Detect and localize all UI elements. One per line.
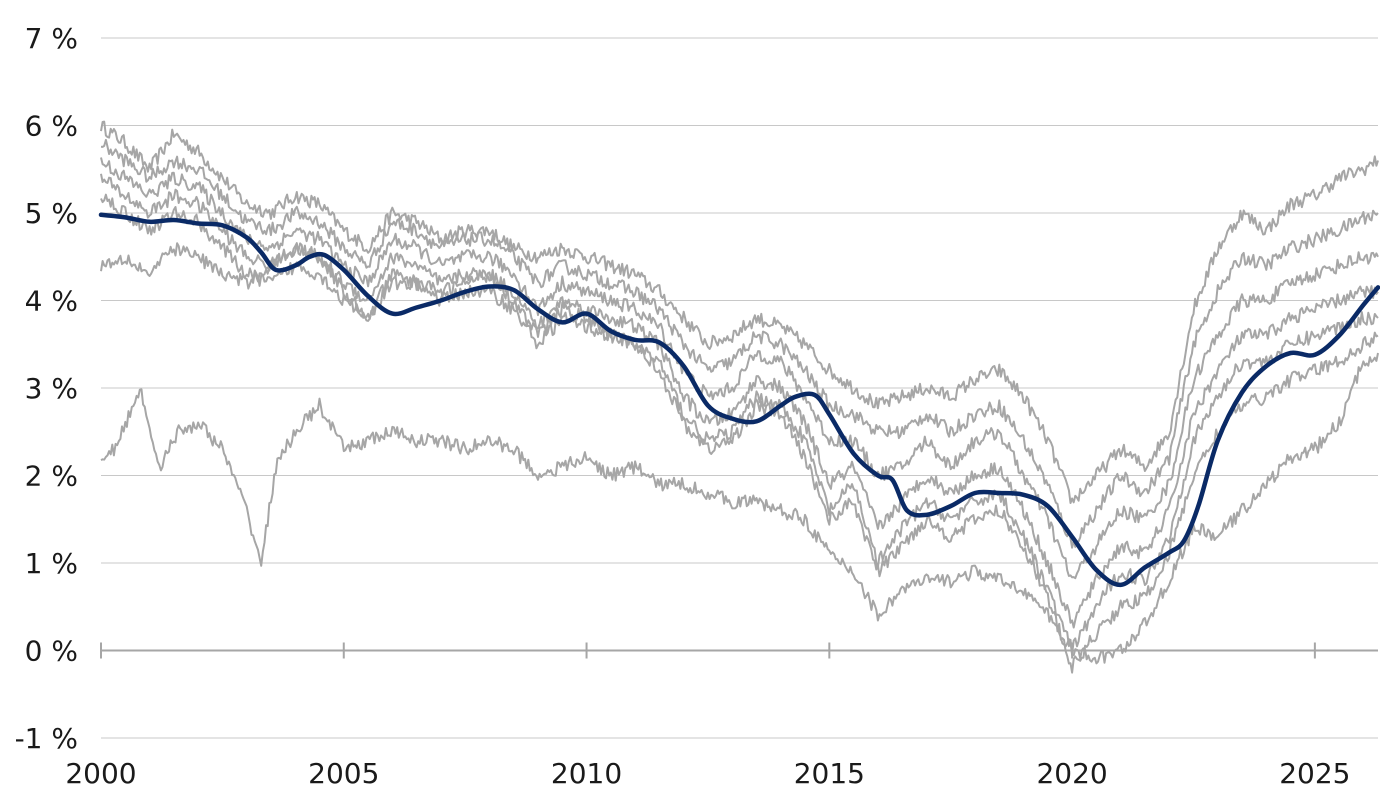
y-tick-label: 6 % — [25, 110, 78, 143]
y-tick-label: 4 % — [25, 285, 78, 318]
x-axis-labels: 2000 2005 2010 2015 2020 2025 — [65, 757, 1350, 790]
highlight-series-line — [98, 212, 1380, 588]
grey-series-line-1 — [100, 120, 1379, 504]
x-tick-label: 2005 — [308, 757, 379, 790]
y-tick-label: 7 % — [25, 22, 78, 55]
grey-series-line-6 — [100, 242, 1379, 674]
grey-series-line-5 — [100, 193, 1379, 656]
x-tick-label: 2025 — [1279, 757, 1350, 790]
y-tick-label: 3 % — [25, 372, 78, 405]
x-tick-label: 2020 — [1036, 757, 1107, 790]
x-tick-label: 2000 — [65, 757, 136, 790]
highlight-series-group — [98, 212, 1380, 588]
grey-series-group — [100, 120, 1379, 674]
x-tick-label: 2015 — [794, 757, 865, 790]
x-tick-label: 2010 — [551, 757, 622, 790]
y-tick-label: 5 % — [25, 197, 78, 230]
y-tick-label: 2 % — [25, 460, 78, 493]
x-axis — [100, 642, 1378, 659]
y-tick-label: -1 % — [15, 722, 78, 755]
gridlines — [101, 37, 1378, 739]
grey-series-line-3 — [100, 157, 1379, 580]
grey-series-line-4 — [100, 173, 1379, 629]
grey-series-line-7 — [100, 352, 1379, 665]
grey-series-line-2 — [100, 138, 1379, 549]
y-axis-labels: -1 % 0 % 1 % 2 % 3 % 4 % 5 % 6 % 7 % — [15, 22, 78, 755]
y-tick-label: 0 % — [25, 635, 78, 668]
y-tick-label: 1 % — [25, 547, 78, 580]
